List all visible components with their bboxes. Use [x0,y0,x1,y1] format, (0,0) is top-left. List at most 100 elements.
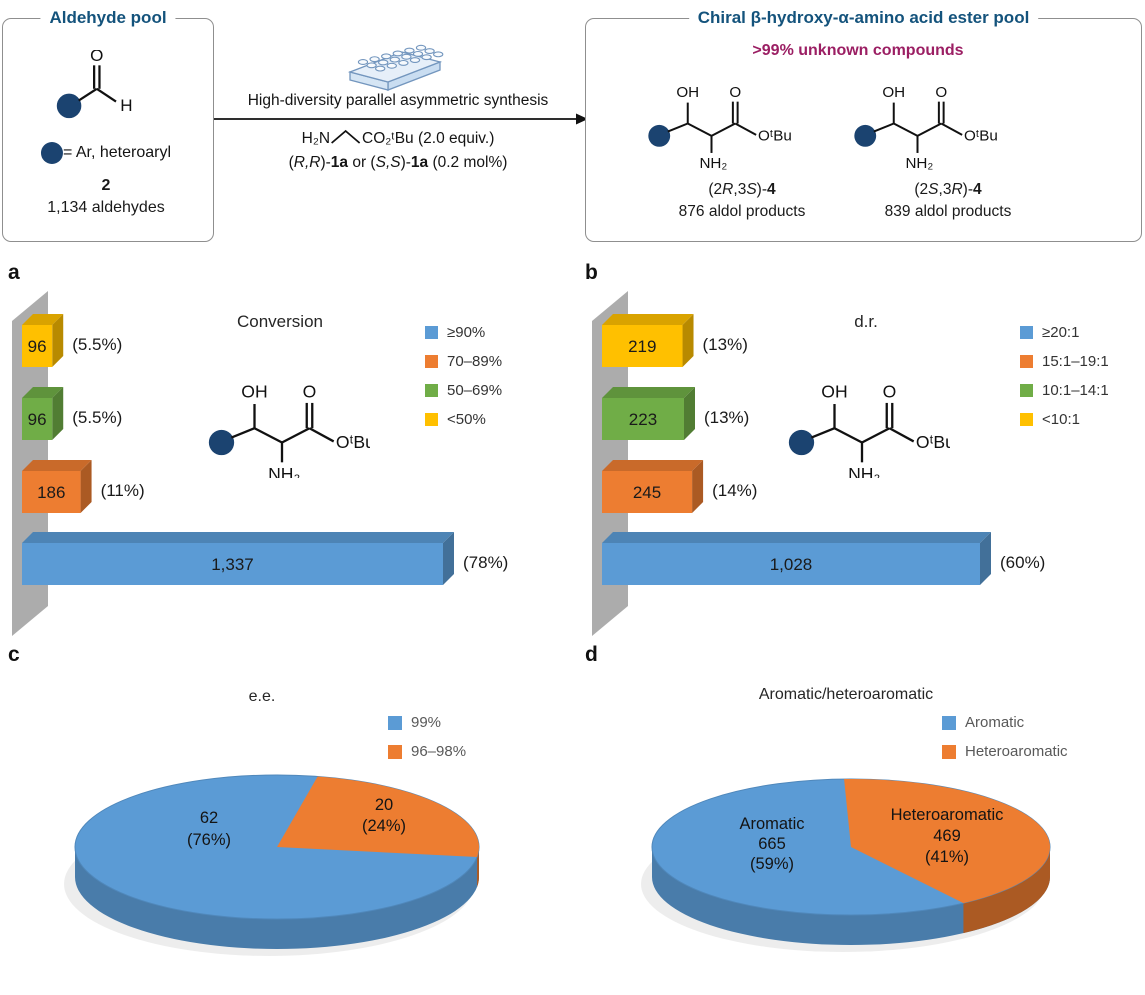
amine-formula: H₂N [301,130,331,147]
aldehyde-pool-title: Aldehyde pool [40,8,176,28]
bar-10:1–14:1 [602,398,684,440]
chart-c-legend: 99% 96–98% [388,714,466,772]
bar-pct-label: (14%) [712,481,757,500]
legend-item: 10:1–14:1 [1020,382,1109,399]
bar-side-face [443,532,454,585]
bond [78,87,98,102]
text-part: ( [288,154,294,171]
compound-number: 2 [101,177,111,194]
amino-ester-structure-b: OH O OᵗBu NH₂ [788,381,950,478]
bond [833,427,863,444]
text-part: ,3 [733,181,747,198]
legend-label: <50% [447,411,486,428]
bar-side-face [683,387,695,440]
reaction-arrow [214,113,588,125]
well-icon [401,53,412,60]
circle-legend-text: = Ar, heteroaryl [62,144,172,161]
legend-item: Heteroaromatic [942,743,1068,760]
bar-50–69% [22,398,53,440]
atom-label: O [303,381,317,401]
text-part: S [928,181,939,198]
well-icon [412,50,424,57]
panel-b-letter: b [585,261,598,284]
legend-swatch-icon [425,326,438,339]
text-part: ,3 [938,181,952,198]
legend-item: <50% [425,411,502,428]
bar-value-label: 219 [628,337,656,356]
panel-a-letter: a [8,261,20,284]
well-icon [378,59,389,66]
microplate-icon [347,44,444,91]
legend-item: 99% [388,714,466,731]
well-icon [381,53,392,60]
bar-≥20:1 [602,543,980,585]
aldehyde-pool-box: Aldehyde pool [2,8,214,242]
atom-label: O [90,50,103,65]
bond [253,427,283,444]
text-part: or ( [348,154,376,171]
product-1-label: (2R,3S)-4 [708,181,775,199]
bond [888,427,915,443]
chart-b-title: d.r. [854,312,878,331]
bar-<10:1 [602,325,683,367]
legend-swatch-icon [1020,413,1033,426]
text-part: R [722,181,734,198]
product-2-label: (2S,3R)-4 [914,181,981,199]
legend-label: 10:1–14:1 [1042,382,1109,399]
well-icon [366,62,377,69]
bar-side-face [682,314,694,367]
aryl-dot-icon [648,124,671,147]
atom-label: OᵗBu [758,128,792,145]
atom-label: NH₂ [905,155,933,172]
well-icon [404,47,415,54]
product-2-count: 839 aldol products [884,203,1012,220]
bar-side-face [52,314,64,367]
bar-side-face [692,460,704,513]
legend-label: <10:1 [1042,411,1080,428]
pie-chart-ee: 62 (76%) 20 (24%) [64,774,480,956]
text-part: (2 [914,181,929,198]
bond [873,122,895,133]
pie-rim-99% [75,847,479,949]
well-icon [409,57,421,63]
aryl-dot-icon [40,142,63,164]
legend-swatch-icon [388,715,402,730]
atom-label: OH [676,84,699,101]
pie-label-line: Aromatic [739,815,804,833]
amino-ester-structure-a: OH O OᵗBu NH₂ [208,381,370,478]
bar-side-face [980,532,991,585]
text-part: S [746,181,757,198]
bar-top-face [22,460,92,471]
pie-label-line: 62 [200,809,218,827]
atom-label: NH₂ [848,464,880,478]
aryl-dot-icon [854,124,877,147]
well-icon [375,65,386,72]
bar-chart-conversion: 96 (5.5%) 96 (5.5%) 186 (11%) 1,337 (78%) [12,291,508,636]
chart-c-title: e.e. [248,688,276,705]
legend-swatch-icon [942,715,956,730]
bar-top-face [22,314,64,325]
pie-slice-96–98% [277,776,479,858]
bond [940,122,963,136]
legend-item: 50–69% [425,382,502,399]
text-part: )- [756,181,767,198]
chart-a-legend: ≥90% 70–89% 50–69% <50% [425,324,502,440]
product-structure-2: OH O OᵗBu NH₂ [854,84,998,172]
pie-rim-Heteroaromatic [963,847,1050,934]
atom-label: OH [821,381,847,401]
legend-label: 96–98% [411,743,467,760]
atom-label: OᵗBu [336,432,370,452]
atom-label: NH₂ [699,155,727,172]
chart-a-title: Conversion [237,312,323,331]
pie-label-line: Heteroaromatic [891,806,1004,824]
well-icon [424,48,435,54]
legend-swatch-icon [425,384,438,397]
unknown-compounds-note: >99% unknown compounds [752,42,964,59]
legend-item: Aromatic [942,714,1068,731]
legend-swatch-icon [425,413,438,426]
well-icon [398,59,409,66]
bond [917,122,942,137]
bar-value-label: 223 [629,410,657,429]
pie-label-line: 469 [933,827,961,845]
pie-slice-Heteroaromatic [844,779,1050,904]
